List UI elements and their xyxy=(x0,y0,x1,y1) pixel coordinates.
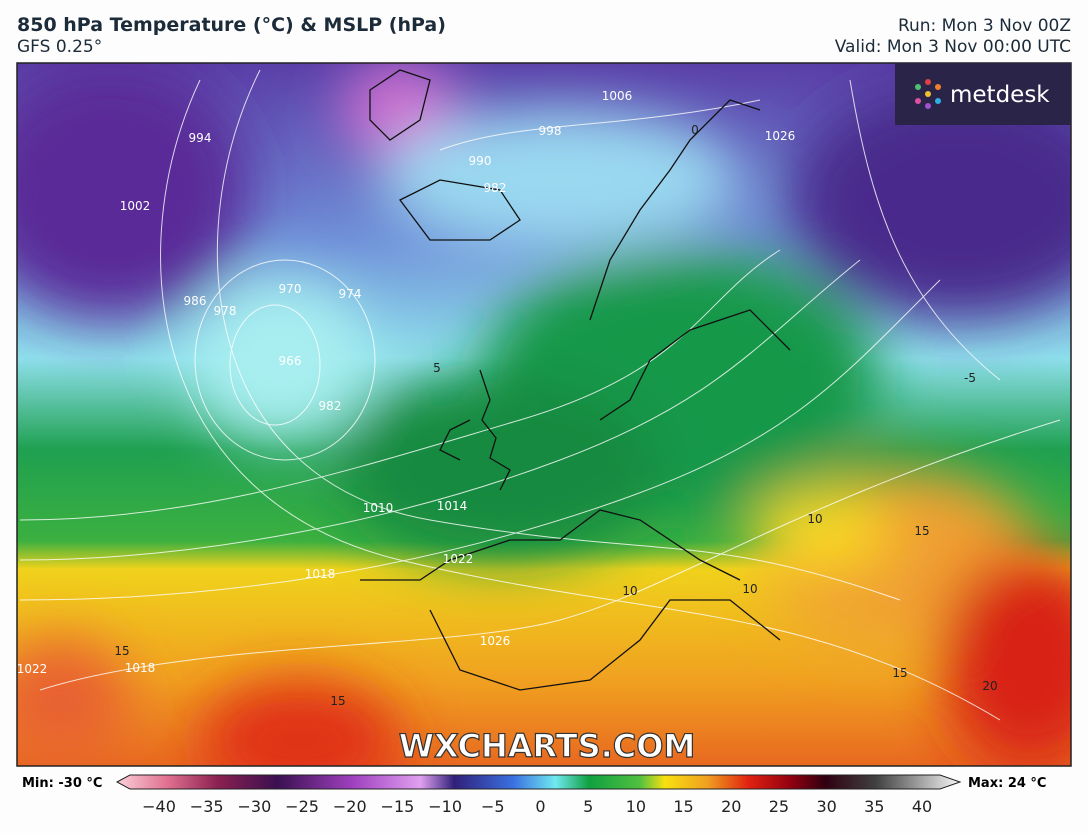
colorbar-tick-label: 10 xyxy=(626,797,646,816)
colorbar-tick-label: 0 xyxy=(535,797,545,816)
isobar-label: 986 xyxy=(184,294,207,308)
isobar-label: 970 xyxy=(279,282,302,296)
temperature-label: 20 xyxy=(982,679,997,693)
colorbar-tick-label: 25 xyxy=(769,797,789,816)
title: 850 hPa Temperature (°C) & MSLP (hPa) xyxy=(17,14,446,36)
colorbar-tick-label: 20 xyxy=(721,797,741,816)
temperature-label: 5 xyxy=(433,361,441,375)
colorbar-tick-label: 35 xyxy=(864,797,884,816)
logo-box xyxy=(895,63,1071,125)
colorbar-min: Min: -30 °C xyxy=(22,776,102,791)
isobar-label: 998 xyxy=(539,124,562,138)
colorbar-tick-label: −25 xyxy=(285,797,319,816)
isobar-label: 1026 xyxy=(480,634,511,648)
isobar-label: 1018 xyxy=(125,661,156,675)
isobar-label: 982 xyxy=(319,399,342,413)
isobar-label: 1018 xyxy=(305,567,336,581)
isobar-label: 1006 xyxy=(602,89,633,103)
colorbar-max: Max: 24 °C xyxy=(968,776,1046,791)
isobar-label: 982 xyxy=(484,181,507,195)
temperature-label: 10 xyxy=(622,584,637,598)
isobar-label: 994 xyxy=(189,131,212,145)
isobar-label: 966 xyxy=(279,354,302,368)
isobar-label: 978 xyxy=(214,304,237,318)
colorbar-tick-label: −10 xyxy=(428,797,462,816)
colorbar-tick-label: −15 xyxy=(381,797,415,816)
colorbar-tick-label: 5 xyxy=(583,797,593,816)
temperature-label: 15 xyxy=(914,524,929,538)
valid: Valid: Mon 3 Nov 00:00 UTC xyxy=(834,37,1071,57)
colorbar-tick-label: −35 xyxy=(190,797,224,816)
temperature-label: 10 xyxy=(742,582,757,596)
temperature-field xyxy=(17,63,1071,766)
model: GFS 0.25° xyxy=(17,37,103,57)
colorbar-tick-label: −5 xyxy=(481,797,505,816)
isobar-label: 1022 xyxy=(443,552,474,566)
temperature-label: 15 xyxy=(114,644,129,658)
colorbar-tick-label: 30 xyxy=(816,797,836,816)
colorbar-tick-label: 40 xyxy=(912,797,932,816)
coastlines xyxy=(360,69,791,691)
logo: metdesk xyxy=(950,82,1050,108)
isobar-label: 1002 xyxy=(120,199,151,213)
isobar-label: 974 xyxy=(339,287,362,301)
logo-icon xyxy=(915,79,941,109)
colorbar xyxy=(115,774,962,790)
watermark: WXCHARTS.COM xyxy=(399,727,696,765)
temperature-label: 0 xyxy=(691,123,699,137)
temperature-label: 15 xyxy=(330,694,345,708)
isobar-label: 1022 xyxy=(17,662,48,676)
isobar-label: 990 xyxy=(469,154,492,168)
isobar-label: 1026 xyxy=(765,129,796,143)
colorbar-tick-label: 15 xyxy=(673,797,693,816)
isobars xyxy=(19,69,1061,721)
isobar-label: 1014 xyxy=(437,499,468,513)
run: Run: Mon 3 Nov 00Z xyxy=(897,16,1071,36)
temperature-label: 15 xyxy=(892,666,907,680)
temperature-label: -5 xyxy=(964,371,976,385)
colorbar-tick-label: −20 xyxy=(333,797,367,816)
colorbar-tick-label: −30 xyxy=(237,797,271,816)
temperature-label: 10 xyxy=(807,512,822,526)
isobar-label: 1010 xyxy=(363,501,394,515)
colorbar-tick-label: −40 xyxy=(142,797,176,816)
